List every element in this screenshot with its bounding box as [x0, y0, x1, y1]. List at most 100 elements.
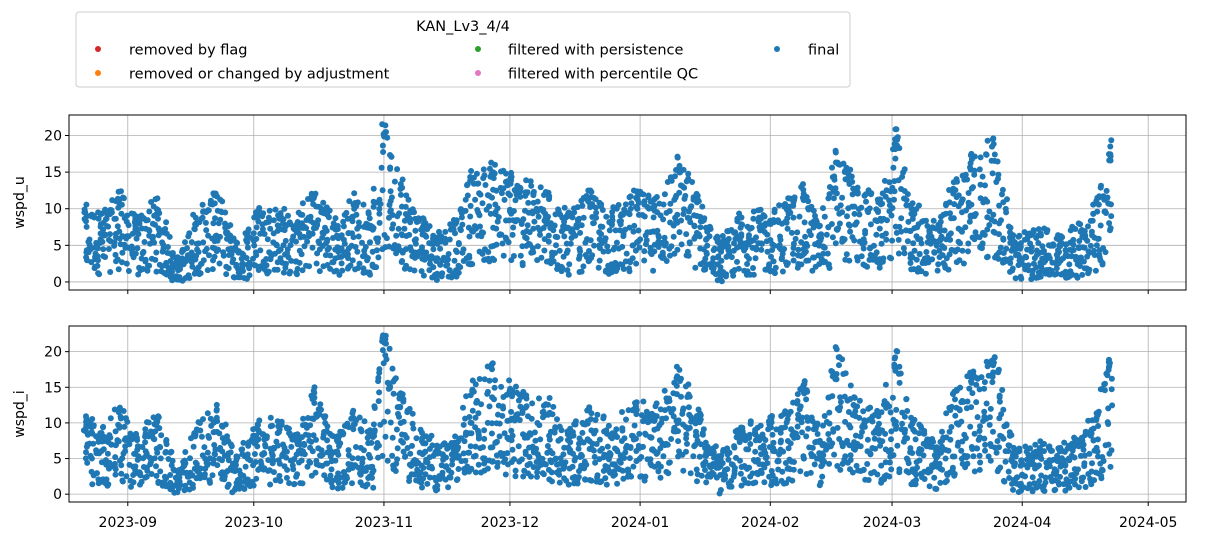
- data-point: [1010, 241, 1016, 248]
- data-point: [670, 428, 677, 435]
- data-point: [166, 480, 173, 487]
- data-point: [388, 153, 395, 160]
- data-point: [634, 196, 641, 203]
- data-point: [829, 164, 835, 171]
- data-point: [986, 421, 993, 428]
- data-point: [355, 233, 362, 240]
- data-point: [706, 223, 713, 230]
- data-point: [1102, 249, 1109, 256]
- data-point: [634, 188, 641, 195]
- data-point: [618, 218, 624, 224]
- data-point: [392, 468, 399, 474]
- data-point: [967, 423, 974, 430]
- data-point: [94, 470, 100, 477]
- data-point: [290, 233, 297, 240]
- data-point: [512, 473, 519, 480]
- data-point: [852, 432, 859, 439]
- data-point: [276, 472, 283, 479]
- data-point: [971, 430, 978, 437]
- data-point: [358, 426, 365, 433]
- data-point: [891, 141, 898, 147]
- data-point: [687, 470, 694, 477]
- data-point: [107, 269, 114, 275]
- data-point: [636, 244, 643, 251]
- data-point: [300, 448, 306, 455]
- data-point: [844, 213, 850, 220]
- data-point: [762, 437, 769, 443]
- data-point: [555, 437, 562, 444]
- data-point: [479, 200, 486, 207]
- data-point: [767, 237, 774, 243]
- data-point: [966, 385, 973, 392]
- data-point: [629, 255, 636, 262]
- data-point: [848, 173, 855, 180]
- data-point: [762, 455, 769, 461]
- data-point: [186, 275, 193, 281]
- data-point: [86, 236, 93, 243]
- data-point: [391, 178, 398, 185]
- data-point: [750, 271, 757, 278]
- data-point: [534, 473, 540, 480]
- data-point: [903, 455, 910, 462]
- data-point: [794, 264, 801, 271]
- data-point: [593, 441, 600, 447]
- data-point: [467, 213, 474, 220]
- data-point: [328, 466, 335, 473]
- data-point: [946, 251, 953, 258]
- data-point: [349, 257, 356, 264]
- data-point: [623, 444, 629, 451]
- data-point: [771, 269, 778, 276]
- data-point: [162, 226, 169, 232]
- data-point: [1010, 444, 1017, 451]
- data-point: [974, 414, 981, 421]
- data-point: [125, 268, 132, 274]
- data-point: [105, 246, 112, 252]
- data-point: [857, 468, 864, 474]
- data-point: [341, 469, 348, 476]
- data-point: [174, 478, 181, 485]
- data-point: [803, 396, 810, 403]
- data-point: [413, 435, 420, 442]
- data-point: [445, 484, 452, 491]
- data-point: [981, 408, 988, 415]
- data-point: [1092, 267, 1099, 274]
- data-point: [820, 205, 826, 212]
- data-point: [788, 229, 795, 236]
- data-point: [785, 445, 792, 452]
- data-point: [355, 455, 362, 462]
- data-point: [878, 462, 885, 469]
- data-point: [190, 211, 197, 218]
- data-point: [296, 259, 303, 266]
- data-point: [522, 434, 529, 440]
- data-point: [1010, 486, 1016, 493]
- data-point: [812, 216, 819, 223]
- data-point: [267, 225, 274, 232]
- x-tick-label: 2024-04: [993, 515, 1052, 531]
- data-point: [84, 212, 91, 219]
- data-point: [630, 463, 637, 470]
- data-point: [153, 419, 159, 426]
- data-point: [299, 200, 306, 207]
- data-point: [770, 439, 777, 446]
- data-point: [205, 433, 212, 439]
- data-point: [761, 446, 768, 453]
- data-point: [382, 332, 389, 339]
- data-point: [142, 256, 149, 263]
- data-point: [442, 228, 449, 235]
- data-point: [406, 231, 413, 238]
- data-point: [895, 177, 902, 184]
- data-point: [119, 455, 126, 462]
- data-point: [204, 449, 211, 456]
- data-point: [994, 438, 1001, 445]
- data-point: [829, 393, 836, 400]
- data-point: [914, 464, 920, 471]
- data-point: [387, 207, 394, 214]
- data-point: [685, 252, 692, 259]
- data-point: [253, 224, 260, 231]
- data-point: [544, 443, 551, 449]
- data-point: [683, 448, 689, 455]
- data-point: [931, 249, 938, 256]
- data-point: [909, 450, 916, 456]
- data-point: [771, 242, 778, 249]
- data-point: [491, 384, 498, 391]
